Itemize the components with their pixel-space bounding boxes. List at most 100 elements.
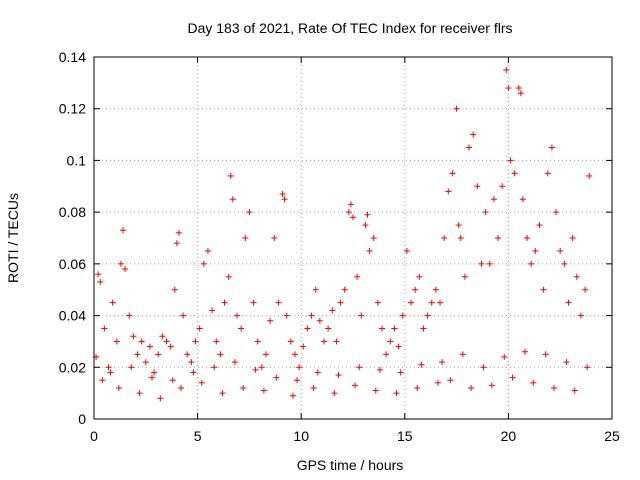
data-point	[362, 222, 369, 229]
data-point	[437, 299, 444, 306]
data-point	[495, 235, 502, 241]
data-point	[499, 183, 506, 190]
data-point	[240, 384, 247, 391]
data-point	[412, 286, 419, 293]
x-tick-label: 5	[194, 428, 202, 444]
data-point	[399, 312, 406, 319]
data-point	[478, 260, 485, 267]
data-point	[126, 312, 133, 319]
data-point	[515, 85, 522, 92]
data-point	[470, 131, 477, 138]
data-point	[457, 235, 464, 241]
data-point	[397, 369, 404, 376]
data-point	[403, 247, 410, 254]
data-point	[101, 325, 108, 332]
data-point	[536, 222, 543, 229]
data-point	[573, 273, 580, 280]
data-point	[146, 343, 153, 350]
x-tick-label: 15	[397, 428, 413, 444]
grid-layer	[94, 57, 612, 419]
data-point	[474, 183, 481, 190]
data-point	[428, 299, 435, 306]
y-tick-label: 0.06	[59, 256, 86, 272]
y-tick-label: 0.14	[59, 49, 86, 65]
data-point	[167, 343, 174, 350]
data-point	[115, 384, 122, 391]
data-point	[308, 312, 315, 319]
data-point	[275, 299, 282, 306]
y-tick-label: 0.12	[59, 101, 86, 117]
y-tick-label: 0.1	[67, 152, 87, 168]
data-point	[395, 343, 402, 350]
y-tick-label: 0.04	[59, 308, 86, 324]
data-point	[563, 359, 570, 366]
data-point	[586, 172, 593, 179]
data-point	[447, 377, 454, 384]
data-point	[337, 299, 344, 306]
data-point	[354, 273, 361, 280]
data-point	[550, 384, 557, 391]
data-point	[366, 247, 373, 254]
ticks-layer	[93, 56, 613, 420]
data-point	[175, 229, 182, 236]
data-point	[345, 209, 352, 216]
data-point	[376, 366, 383, 373]
data-point	[571, 387, 578, 394]
data-point	[171, 286, 178, 293]
data-point	[209, 307, 216, 314]
data-point	[347, 201, 354, 208]
data-point	[509, 374, 516, 381]
data-point	[107, 369, 114, 376]
data-point	[379, 325, 386, 332]
data-point	[461, 273, 468, 280]
tick-labels-layer: 0 5 10 15 20 25 0 0.02 0.04 0.06 0.08 0.1 0.12 0.14	[59, 49, 620, 444]
data-point	[459, 351, 466, 358]
data-point	[233, 312, 240, 319]
data-point	[217, 351, 224, 358]
x-tick-label: 20	[501, 428, 517, 444]
data-point	[453, 105, 460, 112]
x-tick-label: 10	[293, 428, 309, 444]
data-point	[267, 317, 274, 324]
x-axis-label: GPS time / hours	[297, 457, 404, 473]
data-point	[320, 338, 327, 345]
data-point	[466, 144, 473, 151]
data-point	[151, 369, 158, 376]
data-point	[294, 377, 301, 384]
data-point	[242, 235, 249, 241]
data-point	[372, 387, 379, 394]
data-point	[356, 364, 363, 371]
data-point	[258, 364, 265, 371]
data-point	[505, 85, 512, 92]
data-point	[480, 364, 487, 371]
data-point	[227, 172, 234, 179]
data-point	[221, 299, 228, 306]
data-point	[142, 359, 149, 366]
data-point	[374, 299, 381, 306]
data-point	[120, 227, 127, 234]
data-point	[416, 273, 423, 280]
y-tick-label: 0	[78, 411, 86, 427]
data-point	[300, 343, 307, 350]
data-point	[532, 247, 539, 254]
data-point	[501, 353, 508, 360]
data-point	[449, 170, 456, 177]
data-point	[364, 211, 371, 218]
data-point	[561, 260, 568, 267]
data-point	[159, 333, 166, 340]
data-point	[445, 188, 452, 195]
data-point	[488, 382, 495, 389]
data-point	[577, 312, 584, 319]
data-point	[238, 325, 245, 332]
data-point	[250, 299, 257, 306]
data-point	[99, 377, 106, 384]
data-point	[130, 333, 137, 340]
data-point	[196, 325, 203, 332]
data-point	[155, 351, 162, 358]
data-point	[136, 390, 143, 397]
data-point	[548, 144, 555, 151]
data-point	[584, 364, 591, 371]
data-point	[553, 209, 560, 216]
data-point	[468, 384, 475, 391]
